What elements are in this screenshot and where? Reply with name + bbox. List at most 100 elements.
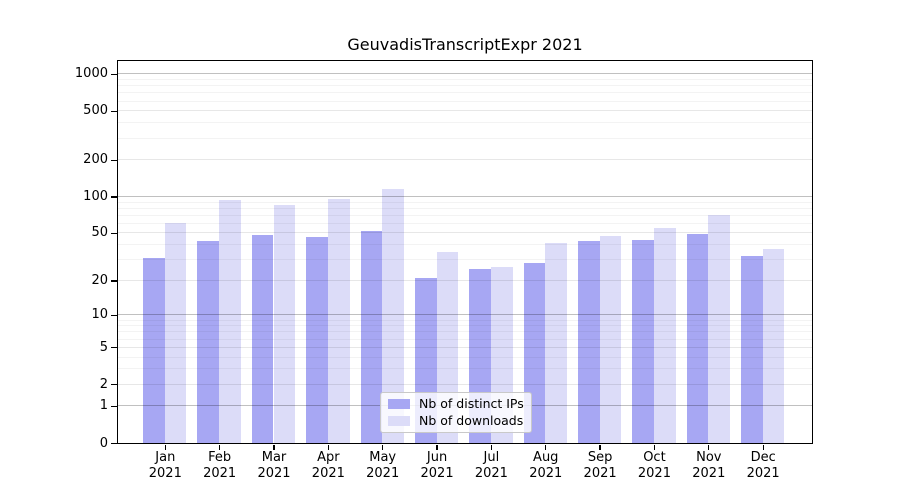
y-tick-label-20: 20 bbox=[91, 272, 108, 288]
bar-nb-of-downloads-feb-2021 bbox=[219, 200, 241, 443]
gridline-y-70 bbox=[117, 214, 812, 216]
gridline-y-40 bbox=[117, 244, 812, 246]
bar-nb-of-downloads-sep-2021 bbox=[599, 236, 622, 443]
y-tick-label-100: 100 bbox=[83, 188, 108, 204]
x-tick-label-oct-2021: Oct 2021 bbox=[637, 450, 671, 481]
bar-nb-of-distinct-ips-nov-2021 bbox=[686, 234, 709, 443]
gridline-y-500 bbox=[117, 110, 812, 112]
gridline-y-9 bbox=[117, 319, 812, 321]
y-tick-label-10: 10 bbox=[91, 307, 108, 323]
y-tick-mark-1000 bbox=[111, 73, 117, 76]
y-tick-label-1000: 1000 bbox=[74, 66, 108, 82]
gridline-y-60 bbox=[117, 222, 812, 224]
x-tick-mark-jul bbox=[490, 445, 493, 450]
x-tick-mark-feb bbox=[219, 445, 221, 450]
gridline-y-300 bbox=[117, 137, 812, 139]
legend-swatch-downloads bbox=[388, 416, 410, 426]
gridline-y-2 bbox=[117, 383, 812, 385]
y-tick-label-500: 500 bbox=[83, 103, 108, 119]
bar-nb-of-downloads-oct-2021 bbox=[653, 227, 676, 443]
y-tick-mark-100 bbox=[111, 196, 117, 198]
x-tick-label-jun-2021: Jun 2021 bbox=[420, 450, 454, 481]
x-tick-label-sep-2021: Sep 2021 bbox=[583, 450, 617, 481]
y-tick-label-0: 0 bbox=[99, 435, 108, 451]
gridline-y-5 bbox=[117, 346, 812, 348]
bar-nb-of-downloads-aug-2021 bbox=[545, 243, 567, 443]
x-tick-mark-sep bbox=[599, 445, 601, 450]
bar-nb-of-downloads-apr-2021 bbox=[327, 199, 350, 443]
x-tick-mark-dec bbox=[762, 445, 764, 450]
gridline-y-10 bbox=[117, 314, 812, 316]
gridline-y-100 bbox=[117, 195, 812, 197]
bar-nb-of-distinct-ips-oct-2021 bbox=[632, 239, 654, 443]
x-tick-mark-apr bbox=[327, 445, 329, 450]
y-tick-mark-0 bbox=[111, 442, 117, 445]
gridline-y-8 bbox=[117, 325, 812, 327]
gridline-y-7 bbox=[117, 331, 812, 333]
bar-nb-of-downloads-nov-2021 bbox=[708, 215, 730, 443]
y-tick-mark-2 bbox=[111, 384, 117, 386]
bar-nb-of-distinct-ips-dec-2021 bbox=[740, 256, 763, 443]
legend-swatch-distinct-ips bbox=[388, 399, 410, 409]
x-tick-label-may-2021: May 2021 bbox=[366, 450, 400, 481]
gridline-y-50 bbox=[117, 232, 812, 234]
y-tick-mark-50 bbox=[111, 232, 117, 235]
x-tick-mark-aug bbox=[545, 445, 547, 450]
gridline-y-600 bbox=[117, 100, 812, 102]
y-tick-mark-500 bbox=[111, 110, 117, 113]
y-tick-mark-200 bbox=[111, 159, 117, 161]
gridline-y-20 bbox=[117, 279, 812, 281]
gridline-y-900 bbox=[117, 79, 812, 81]
bar-nb-of-downloads-mar-2021 bbox=[273, 205, 296, 443]
bar-nb-of-distinct-ips-apr-2021 bbox=[306, 237, 328, 443]
x-tick-mark-oct bbox=[653, 445, 656, 450]
x-tick-mark-jun bbox=[436, 445, 438, 450]
x-tick-mark-nov bbox=[708, 445, 710, 450]
gridline-y-4 bbox=[117, 356, 812, 358]
y-tick-label-50: 50 bbox=[91, 225, 108, 241]
bar-nb-of-downloads-may-2021 bbox=[382, 189, 404, 443]
gridline-y-6 bbox=[117, 338, 812, 340]
y-tick-label-2: 2 bbox=[99, 376, 108, 392]
legend-label-distinct-ips: Nb of distinct IPs bbox=[419, 396, 524, 411]
gridline-y-1000 bbox=[117, 73, 812, 75]
bar-nb-of-downloads-jan-2021 bbox=[164, 222, 187, 443]
y-tick-mark-1 bbox=[111, 405, 117, 408]
y-tick-mark-10 bbox=[111, 314, 117, 317]
chart-title: GeuvadisTranscriptExpr 2021 bbox=[347, 35, 583, 54]
x-tick-label-jul-2021: Jul 2021 bbox=[474, 450, 508, 481]
gridline-y-3 bbox=[117, 368, 812, 370]
gridline-y-80 bbox=[117, 207, 812, 209]
x-tick-label-apr-2021: Apr 2021 bbox=[311, 450, 345, 481]
bar-nb-of-distinct-ips-feb-2021 bbox=[197, 240, 220, 443]
x-tick-label-jan-2021: Jan 2021 bbox=[148, 450, 182, 481]
gridline-y-200 bbox=[117, 159, 812, 161]
gridline-y-90 bbox=[117, 201, 812, 203]
x-tick-label-dec-2021: Dec 2021 bbox=[746, 450, 780, 481]
legend-item-downloads: Nb of downloads bbox=[388, 414, 524, 428]
legend: Nb of distinct IPs Nb of downloads bbox=[380, 392, 532, 433]
y-tick-label-1: 1 bbox=[99, 398, 108, 414]
gridline-y-800 bbox=[117, 85, 812, 87]
plot-area bbox=[116, 59, 813, 444]
gridline-y-700 bbox=[117, 92, 812, 94]
y-tick-mark-5 bbox=[111, 347, 117, 349]
x-tick-label-feb-2021: Feb 2021 bbox=[203, 450, 237, 481]
x-tick-label-mar-2021: Mar 2021 bbox=[257, 450, 291, 481]
gridline-y-30 bbox=[117, 259, 812, 261]
y-tick-label-200: 200 bbox=[83, 152, 108, 168]
x-tick-label-aug-2021: Aug 2021 bbox=[529, 450, 563, 481]
bar-nb-of-distinct-ips-may-2021 bbox=[360, 230, 383, 443]
x-tick-mark-mar bbox=[273, 445, 275, 450]
gridline-y-400 bbox=[117, 122, 812, 124]
x-tick-label-nov-2021: Nov 2021 bbox=[692, 450, 726, 481]
x-tick-mark-may bbox=[382, 445, 384, 450]
x-tick-mark-jan bbox=[164, 445, 166, 450]
legend-item-distinct-ips: Nb of distinct IPs bbox=[388, 397, 524, 411]
legend-label-downloads: Nb of downloads bbox=[419, 413, 524, 428]
y-tick-label-5: 5 bbox=[99, 339, 108, 355]
bar-nb-of-distinct-ips-jan-2021 bbox=[143, 257, 165, 443]
bar-nb-of-downloads-dec-2021 bbox=[762, 248, 785, 443]
y-tick-mark-20 bbox=[111, 280, 117, 282]
